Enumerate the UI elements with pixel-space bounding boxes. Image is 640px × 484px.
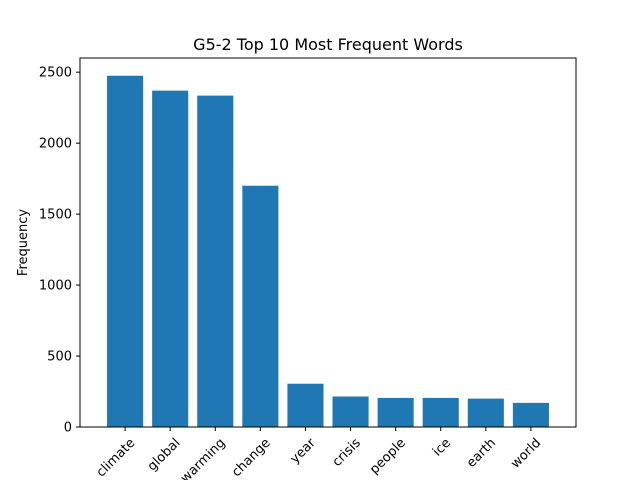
x-tick-label: crisis: [330, 435, 364, 469]
x-tick-label: world: [508, 436, 544, 472]
y-axis-label: Frequency: [16, 209, 31, 276]
x-tick-label: ice: [430, 436, 454, 460]
x-tick-label: global: [145, 436, 184, 475]
bar-people: [377, 397, 414, 427]
bar-ice: [422, 397, 459, 427]
bar-crisis: [332, 396, 369, 427]
bar-climate: [107, 75, 144, 427]
y-tick-label: 0: [64, 421, 72, 436]
x-tick-label: warming: [178, 436, 229, 480]
bars-layer: [107, 75, 549, 428]
y-tick-label: 2000: [39, 137, 72, 152]
x-tick-label: earth: [464, 436, 499, 471]
y-axis-ticks: 0 500 1000 1500 2000 2500: [39, 66, 80, 436]
x-tick-label: change: [229, 436, 273, 480]
bar-warming: [197, 95, 234, 427]
bar-world: [512, 402, 549, 427]
plot-frame: [79, 57, 577, 428]
y-tick-label: 2500: [39, 66, 72, 81]
y-tick-label: 500: [47, 350, 72, 365]
x-tick-label: people: [367, 436, 409, 478]
bar-global: [152, 90, 189, 428]
y-tick-label: 1500: [39, 208, 72, 223]
bar-earth: [467, 398, 504, 427]
x-tick-label: year: [288, 435, 320, 467]
x-tick-label: climate: [94, 436, 139, 480]
chart-title: G5-2 Top 10 Most Frequent Words: [193, 35, 463, 54]
y-tick-label: 1000: [39, 279, 72, 294]
bar-year: [287, 383, 324, 427]
bar-change: [242, 185, 279, 427]
